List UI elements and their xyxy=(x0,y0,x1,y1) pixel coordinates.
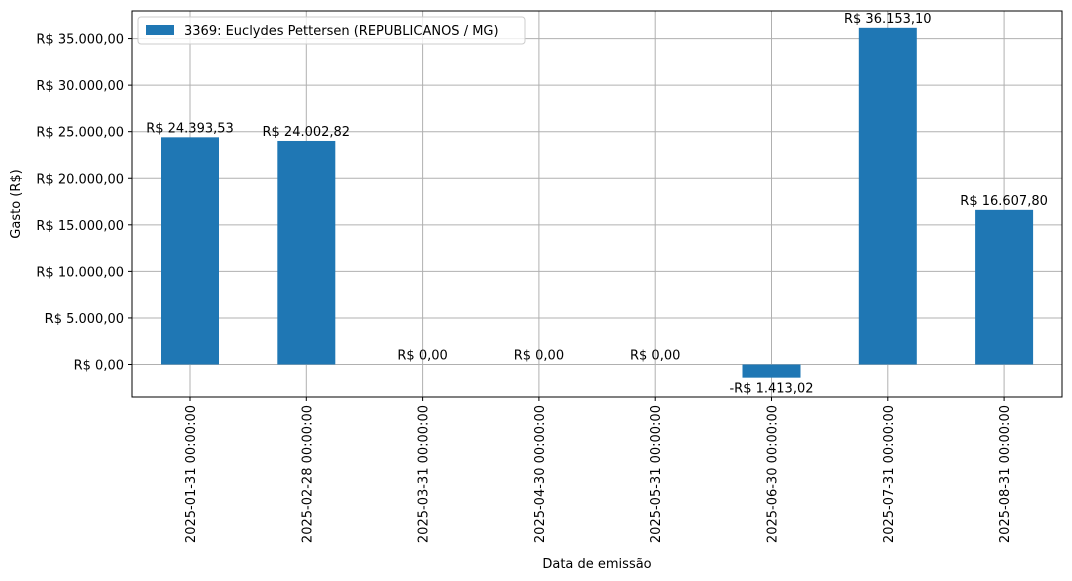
bar xyxy=(161,137,219,365)
legend-entry: 3369: Euclydes Pettersen (REPUBLICANOS /… xyxy=(184,24,499,39)
plot-frame xyxy=(131,10,1063,398)
y-tick-label: R$ 15.000,00 xyxy=(36,219,124,234)
bar-value-label: R$ 24.393,53 xyxy=(146,121,234,136)
x-axis-label: Data de emissão xyxy=(542,557,651,572)
bar-value-label: R$ 0,00 xyxy=(630,348,680,363)
bar xyxy=(742,364,801,378)
y-tick-label: R$ 20.000,00 xyxy=(36,172,124,187)
y-axis-label: Gasto (R$) xyxy=(9,169,24,238)
bar-value-label: R$ 16.607,80 xyxy=(960,194,1048,209)
legend-swatch xyxy=(146,25,174,35)
bar-value-label: -R$ 1.413,02 xyxy=(729,382,813,397)
data-labels: R$ 24.393,53 R$ 24.002,82 R$ 0,00 R$ 0,00 R$… xyxy=(146,12,1048,397)
grid xyxy=(132,11,1062,397)
x-tick-label: 2025-03-31 00:00:00 xyxy=(417,405,432,543)
bar xyxy=(975,209,1034,365)
y-axis: R$ 0,00 R$ 5.000,00 R$ 10.000,00 R$ 15.000,… xyxy=(36,33,132,373)
bar-value-label: R$ 0,00 xyxy=(514,348,564,363)
bar xyxy=(858,27,917,365)
y-tick-label: R$ 35.000,00 xyxy=(36,33,124,48)
y-tick-label: R$ 5.000,00 xyxy=(45,312,124,327)
legend-frame xyxy=(137,16,526,45)
x-tick-label: 2025-01-31 00:00:00 xyxy=(184,405,199,543)
x-axis: 2025-01-31 00:00:00 2025-02-28 00:00:00 20… xyxy=(184,397,1013,543)
y-tick-label: R$ 0,00 xyxy=(74,358,124,373)
x-tick-label: 2025-02-28 00:00:00 xyxy=(300,405,315,543)
bars xyxy=(161,27,1034,378)
y-tick-label: R$ 25.000,00 xyxy=(36,126,124,141)
x-tick-label: 2025-05-31 00:00:00 xyxy=(649,405,664,543)
bar-value-label: R$ 36.153,10 xyxy=(844,12,932,27)
y-tick-label: R$ 10.000,00 xyxy=(36,265,124,280)
bar-value-label: R$ 24.002,82 xyxy=(262,125,350,140)
legend: 3369: Euclydes Pettersen (REPUBLICANOS /… xyxy=(137,16,526,45)
x-tick-label: 2025-04-30 00:00:00 xyxy=(533,405,548,543)
bar-value-label: R$ 0,00 xyxy=(397,348,447,363)
x-tick-label: 2025-07-31 00:00:00 xyxy=(882,405,897,543)
x-tick-label: 2025-06-30 00:00:00 xyxy=(766,405,781,543)
x-tick-label: 2025-08-31 00:00:00 xyxy=(998,405,1013,543)
y-tick-label: R$ 30.000,00 xyxy=(36,79,124,94)
bar xyxy=(277,140,336,365)
